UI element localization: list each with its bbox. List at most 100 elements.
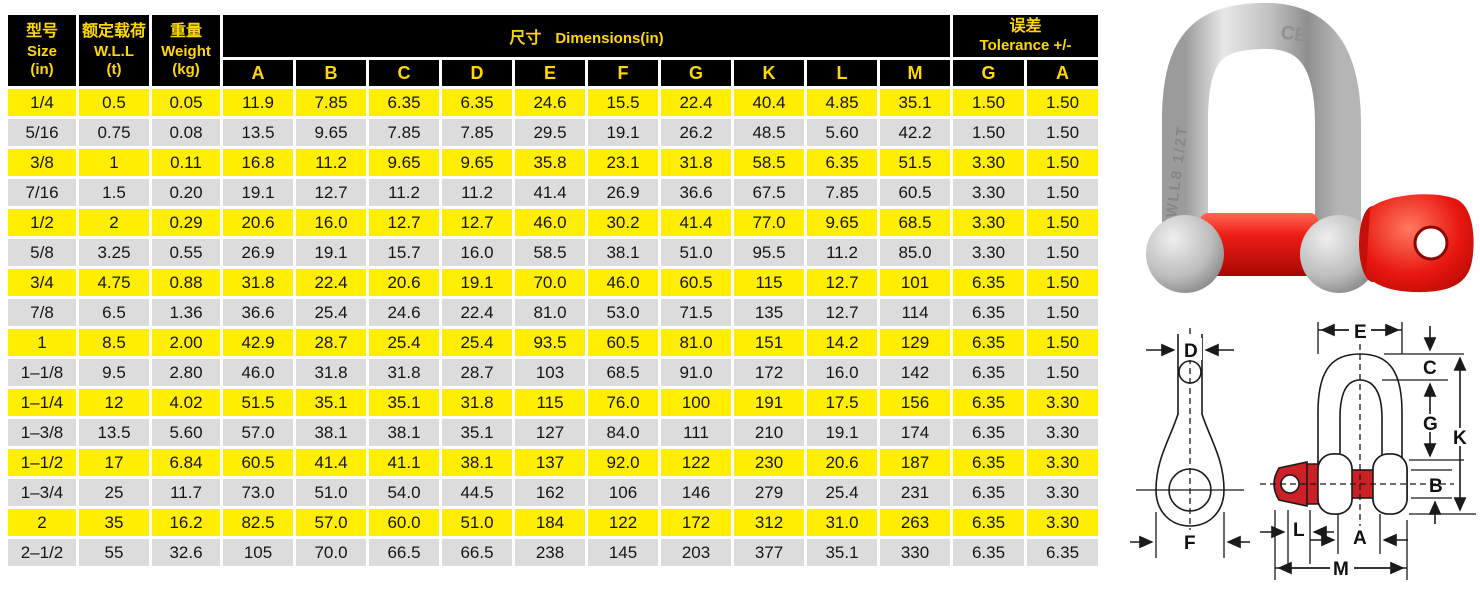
table-cell-d: 7.85 [442,119,512,146]
wll-header-en: W.L.L [94,42,134,60]
table-cell-f: 122 [588,509,658,536]
sub-header-C: C [369,60,439,86]
table-cell-l: 7.85 [807,179,877,206]
table-cell-size-in-: 1–1/4 [8,389,76,416]
table-cell-tolerance-g: 1.50 [953,89,1024,116]
table-cell-d: 12.7 [442,209,512,236]
table-cell-w-l-l-t-: 0.5 [79,89,149,116]
table-cell-tolerance-g: 6.35 [953,359,1024,386]
sub-header-G: G [661,60,731,86]
table-cell-w-l-l-t-: 8.5 [79,329,149,356]
table-cell-k: 191 [734,389,804,416]
table-cell-tolerance-g: 6.35 [953,329,1024,356]
table-cell-g: 122 [661,449,731,476]
table-cell-l: 17.5 [807,389,877,416]
table-cell-a: 105 [223,539,293,566]
table-cell-l: 35.1 [807,539,877,566]
table-cell-c: 20.6 [369,269,439,296]
table-cell-g: 41.4 [661,209,731,236]
sub-header-tol-A: A [1027,60,1098,86]
table-cell-weight-kg-: 0.20 [152,179,220,206]
table-cell-f: 145 [588,539,658,566]
table-cell-e: 137 [515,449,585,476]
table-row: 1–3/4 25 11.7 73.0 51.0 54.0 44.5 162 106 146 279 2… [8,479,1098,506]
table-cell-a: 60.5 [223,449,293,476]
table-cell-m: 42.2 [880,119,950,146]
table-cell-l: 4.85 [807,89,877,116]
table-cell-e: 81.0 [515,299,585,326]
table-cell-c: 41.1 [369,449,439,476]
table-cell-d: 51.0 [442,509,512,536]
table-cell-g: 36.6 [661,179,731,206]
table-cell-tolerance-a: 1.50 [1027,119,1098,146]
sub-header-tol-G: G [953,60,1024,86]
table-cell-a: 11.9 [223,89,293,116]
table-cell-k: 40.4 [734,89,804,116]
table-cell-d: 16.0 [442,239,512,266]
table-cell-size-in-: 3/4 [8,269,76,296]
table-cell-a: 20.6 [223,209,293,236]
table-cell-a: 13.5 [223,119,293,146]
col-header-size: 型号 Size (in) [8,15,76,86]
table-cell-f: 68.5 [588,359,658,386]
table-cell-d: 22.4 [442,299,512,326]
table-cell-tolerance-a: 1.50 [1027,89,1098,116]
table-cell-size-in-: 2–1/2 [8,539,76,566]
table-cell-b: 9.65 [296,119,366,146]
table-row: 1–1/2 17 6.84 60.5 41.4 41.1 38.1 137 92.0 122 230… [8,449,1098,476]
sub-header-row: A B C D E F G K L M G A [8,60,1098,86]
table-cell-tolerance-a: 1.50 [1027,239,1098,266]
table-cell-k: 58.5 [734,149,804,176]
table-cell-weight-kg-: 32.6 [152,539,220,566]
table-cell-m: 51.5 [880,149,950,176]
table-cell-a: 19.1 [223,179,293,206]
table-cell-tolerance-g: 6.35 [953,299,1024,326]
table-cell-k: 172 [734,359,804,386]
table-cell-tolerance-a: 1.50 [1027,299,1098,326]
table-cell-g: 51.0 [661,239,731,266]
table-cell-w-l-l-t-: 25 [79,479,149,506]
table-cell-f: 106 [588,479,658,506]
dimension-diagram: D F E C G K B L A M [1130,314,1480,604]
table-cell-k: 151 [734,329,804,356]
table-header: 型号 Size (in) 额定载荷 W.L.L (t) 重量 Weight (k… [8,15,1098,86]
table-cell-weight-kg-: 0.08 [152,119,220,146]
table-cell-b: 11.2 [296,149,366,176]
table-cell-tolerance-g: 3.30 [953,179,1024,206]
weight-header-en: Weight [161,42,211,60]
table-cell-tolerance-g: 6.35 [953,389,1024,416]
table-cell-g: 22.4 [661,89,731,116]
table-row: 7/8 6.5 1.36 36.6 25.4 24.6 22.4 81.0 53.0 71.5 13… [8,299,1098,326]
table-cell-l: 16.0 [807,359,877,386]
table-cell-w-l-l-t-: 6.5 [79,299,149,326]
table-cell-k: 312 [734,509,804,536]
table-cell-tolerance-a: 1.50 [1027,269,1098,296]
label-k: K [1453,428,1467,449]
table-cell-m: 101 [880,269,950,296]
table-cell-tolerance-a: 3.30 [1027,419,1098,446]
table-cell-m: 142 [880,359,950,386]
table-cell-e: 103 [515,359,585,386]
table-cell-k: 279 [734,479,804,506]
sub-header-F: F [588,60,658,86]
table-cell-size-in-: 1–3/4 [8,479,76,506]
table-cell-tolerance-a: 3.30 [1027,449,1098,476]
table-cell-g: 31.8 [661,149,731,176]
pin-eye-hole [1413,225,1449,261]
table-cell-d: 35.1 [442,419,512,446]
table-cell-b: 38.1 [296,419,366,446]
table-cell-weight-kg-: 1.36 [152,299,220,326]
table-cell-f: 23.1 [588,149,658,176]
table-cell-g: 203 [661,539,731,566]
table-cell-tolerance-a: 1.50 [1027,209,1098,236]
wll-header-zh: 额定载荷 [81,23,146,41]
table-cell-m: 35.1 [880,89,950,116]
table-cell-k: 210 [734,419,804,446]
table-cell-b: 31.8 [296,359,366,386]
table-cell-tolerance-a: 1.50 [1027,329,1098,356]
size-header-zh: 型号 [25,23,58,41]
table-cell-g: 146 [661,479,731,506]
table-cell-g: 71.5 [661,299,731,326]
table-cell-a: 46.0 [223,359,293,386]
table-cell-weight-kg-: 0.88 [152,269,220,296]
